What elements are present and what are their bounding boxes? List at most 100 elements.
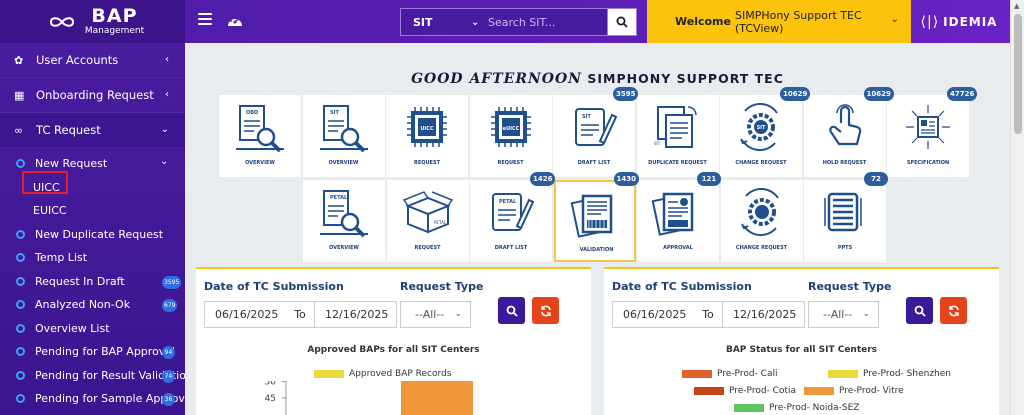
- user-menu[interactable]: Welcome SIMPHony Support TEC (TCView) ⌄: [647, 0, 911, 43]
- chart-legend-item[interactable]: Pre-Prod- Noida-SEZ: [734, 403, 859, 413]
- user-name: SIMPHony Support TEC (TCView): [734, 8, 862, 35]
- sidebar-item-analyzed-non-ok[interactable]: Analyzed Non-Ok 679: [0, 293, 185, 317]
- tile-specification[interactable]: SPECIFICATION: [887, 95, 969, 177]
- search-button[interactable]: [906, 297, 933, 324]
- count-badge: 3595: [162, 275, 182, 289]
- tile-label: DUPLICATE REQUEST: [648, 160, 707, 166]
- specification-icon: [906, 105, 950, 149]
- dashboard-gauge-icon[interactable]: [226, 12, 244, 28]
- tile-label: OVERVIEW: [329, 245, 359, 251]
- sidebar-item-request-in-draft[interactable]: Request In Draft 3595: [0, 270, 185, 294]
- chevron-down-icon: ⌄: [454, 309, 462, 319]
- refresh-button[interactable]: [940, 297, 967, 324]
- tile-uicc-request[interactable]: UICC REQUEST: [386, 95, 468, 177]
- tile-ppts[interactable]: PPTS: [804, 180, 886, 262]
- scroll-up-icon[interactable]: ▲: [1014, 2, 1020, 10]
- hold-request-icon: [828, 104, 861, 146]
- date-to-input[interactable]: 12/16/2025: [722, 301, 805, 328]
- petal-request-icon: PETAL: [402, 191, 453, 234]
- date-from-input[interactable]: 06/16/2025: [204, 301, 287, 328]
- tile-change-request[interactable]: SIT CHANGE REQUEST: [720, 95, 802, 177]
- sidebar-item-onboarding-request[interactable]: ▦ Onboarding Request ‹: [0, 78, 185, 113]
- search-button[interactable]: [498, 297, 525, 324]
- sit-overview-icon: SIT: [319, 105, 368, 153]
- tile-petal-request[interactable]: PETAL REQUEST: [386, 180, 469, 262]
- sidebar-item-pending-for-sample-approval[interactable]: Pending for Sample Approval 36: [0, 387, 195, 411]
- environment-select[interactable]: SIT ⌄: [400, 8, 479, 36]
- tile-petal-overview[interactable]: PETAL OVERVIEW: [303, 180, 385, 262]
- tile-petal-draft-list[interactable]: PETAL DRAFT LIST: [470, 180, 552, 262]
- circle-icon: [16, 300, 25, 310]
- chevron-down-icon: ⌄: [471, 17, 480, 28]
- brand-name: IDEMIA: [943, 14, 998, 29]
- tile-label: CHANGE REQUEST: [735, 160, 787, 166]
- tile-duplicate-request[interactable]: SIT DUPLICATE REQUEST: [636, 95, 719, 177]
- tile-obd-overview[interactable]: OBD OVERVIEW: [219, 95, 301, 177]
- page-scrollbar[interactable]: ▲: [1010, 0, 1024, 415]
- top-bar: BAP Management SIT⌄ Welcome SIMPHony Sup…: [0, 0, 1024, 43]
- date-to-input[interactable]: 12/16/2025: [314, 301, 397, 328]
- sidebar: ✿ User Accounts ‹ ▦ Onboarding Request ‹…: [0, 43, 195, 415]
- sidebar-item-new-request[interactable]: New Request ⌄: [0, 152, 185, 176]
- sidebar-item-temp-list[interactable]: Temp List: [0, 246, 185, 270]
- chart-legend-item[interactable]: Pre-Prod- Cali: [682, 369, 777, 379]
- bar[interactable]: [401, 381, 473, 415]
- approval-icon: [651, 192, 694, 236]
- to-label: To: [286, 301, 314, 328]
- sidebar-item-overview-list[interactable]: Overview List: [0, 317, 185, 341]
- request-type-select[interactable]: --All-- ⌄: [808, 301, 879, 328]
- tile-hold-request[interactable]: HOLD REQUEST: [803, 95, 886, 177]
- chevron-down-icon: ⌄: [862, 309, 870, 319]
- tile-label: CHANGE REQUEST: [735, 245, 788, 251]
- request-type-label: Request Type: [808, 280, 892, 293]
- request-type-select[interactable]: --All-- ⌄: [400, 301, 471, 328]
- chart-title: Approved BAPs for all SIT Centers: [307, 345, 480, 355]
- sidebar-item-new-duplicate-request[interactable]: New Duplicate Request: [0, 223, 185, 247]
- sidebar-item-tc-request[interactable]: ∞ TC Request ⌄: [0, 113, 185, 148]
- validation-icon: [570, 194, 612, 238]
- search-input[interactable]: [470, 8, 607, 36]
- tile-approval[interactable]: APPROVAL: [637, 180, 719, 262]
- tile-sit-draft-list[interactable]: SIT DRAFT LIST: [553, 95, 635, 177]
- tile-count-badge: 10629: [780, 87, 811, 101]
- tile-validation[interactable]: VALIDATION: [553, 180, 636, 262]
- idemia-mark-icon: ⟨|⟩: [920, 13, 940, 30]
- refresh-icon: [540, 305, 551, 316]
- sidebar-item-pending-for-bap-approval[interactable]: Pending for BAP Approval 94: [0, 340, 185, 364]
- sidebar-item-user-accounts[interactable]: ✿ User Accounts ‹: [0, 43, 185, 78]
- sidebar-item-uicc[interactable]: UICC: [33, 180, 60, 194]
- scrollbar-thumb[interactable]: [1014, 14, 1022, 134]
- svg-text:UICC: UICC: [420, 126, 434, 132]
- change-request-icon: SIT: [740, 103, 778, 152]
- tile-count-badge: 10629: [863, 87, 894, 101]
- tile-euicc-request[interactable]: eUICC REQUEST: [469, 95, 552, 177]
- chart-legend-item[interactable]: Pre-Prod- Shenzhen: [828, 369, 951, 379]
- tile-count-badge: 121: [697, 172, 721, 186]
- search-button[interactable]: [607, 8, 637, 36]
- bap-status-panel: Date of TC Submission Request Type 06/16…: [604, 267, 999, 415]
- sidebar-item-pending-for-result-validation[interactable]: Pending for Result Validation 74: [0, 364, 193, 388]
- circle-icon: [16, 370, 25, 380]
- chart-legend-item[interactable]: Approved BAP Records: [314, 369, 451, 379]
- tile-label: REQUEST: [497, 160, 524, 166]
- search-icon: [914, 305, 926, 317]
- circle-icon: [16, 323, 25, 333]
- svg-text:eUICC: eUICC: [502, 126, 519, 132]
- tile-label: OVERVIEW: [245, 160, 275, 166]
- approved-bap-chart: 50 45: [265, 381, 473, 415]
- tile-label: REQUEST: [414, 245, 441, 251]
- sidebar-item-euicc[interactable]: EUICC: [33, 204, 67, 218]
- brand-logo: ⟨|⟩ IDEMIA: [913, 0, 1005, 43]
- tile-label: DRAFT LIST: [577, 160, 611, 166]
- tile-petal-change-request[interactable]: CHANGE REQUEST: [720, 180, 803, 262]
- svg-text:SIT: SIT: [757, 125, 766, 131]
- refresh-button[interactable]: [532, 297, 559, 324]
- tile-sit-overview[interactable]: SIT OVERVIEW: [302, 95, 385, 177]
- search-icon: [616, 16, 628, 28]
- chart-legend-item[interactable]: Pre-Prod- Cotia: [694, 386, 796, 396]
- chart-legend-item[interactable]: Pre-Prod- Vitre: [804, 386, 904, 396]
- hamburger-menu-icon[interactable]: [198, 13, 212, 25]
- chevron-left-icon: ‹: [165, 54, 169, 65]
- date-from-input[interactable]: 06/16/2025: [612, 301, 695, 328]
- app-logo[interactable]: BAP Management: [0, 0, 185, 43]
